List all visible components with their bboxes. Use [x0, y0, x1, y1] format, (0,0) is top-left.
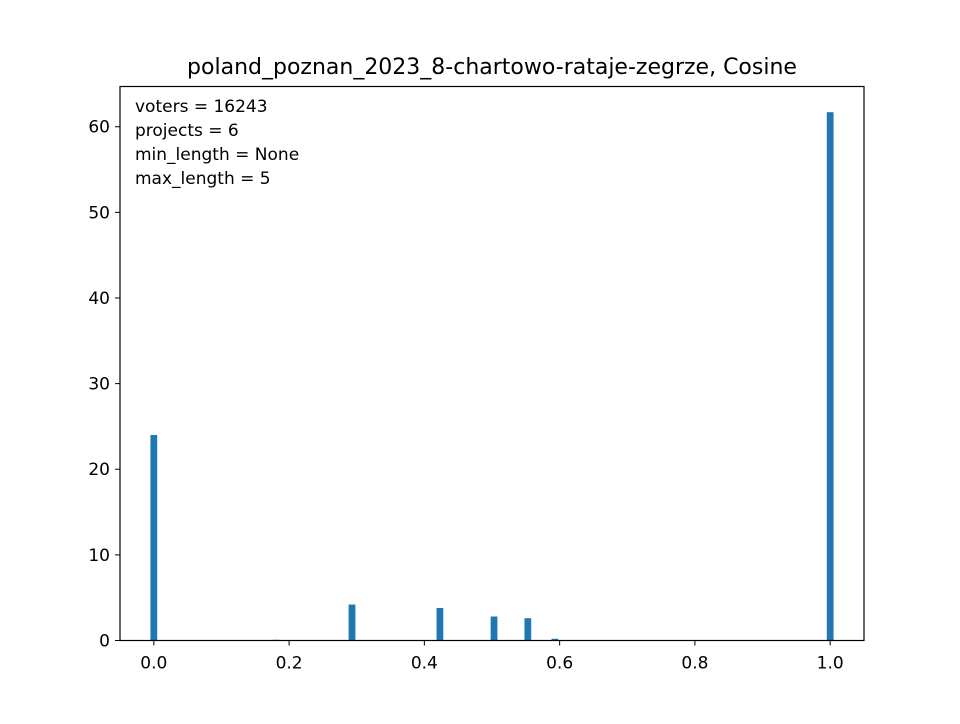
- histogram-bar: [524, 618, 531, 640]
- y-axis: 0 10 20 30 40 50 60: [88, 118, 120, 652]
- x-axis: 0.0 0.2 0.4 0.6 0.8 1.0: [140, 641, 843, 674]
- chart-title: poland_poznan_2023_8-chartowo-rataje-zeg…: [187, 55, 797, 80]
- annotation-line: min_length = None: [135, 145, 299, 165]
- annotation-line: max_length = 5: [135, 169, 271, 189]
- y-tick-label: 40: [88, 289, 110, 309]
- y-tick-label: 30: [88, 375, 110, 395]
- x-tick-label: 0.8: [681, 654, 708, 674]
- x-tick-label: 0.2: [276, 654, 303, 674]
- y-tick-label: 10: [88, 546, 110, 566]
- x-tick-label: 0.0: [140, 654, 167, 674]
- x-tick-label: 0.4: [411, 654, 438, 674]
- y-tick-label: 60: [88, 118, 110, 138]
- histogram-bar: [491, 617, 498, 641]
- y-tick-label: 20: [88, 460, 110, 480]
- x-tick-label: 0.6: [546, 654, 573, 674]
- y-tick-label: 50: [88, 203, 110, 223]
- histogram-bar: [349, 605, 356, 641]
- bars-layer: [150, 112, 833, 640]
- x-tick-label: 1.0: [817, 654, 844, 674]
- histogram-bar: [150, 435, 157, 641]
- histogram-bar: [437, 608, 444, 641]
- y-tick-label: 0: [99, 632, 110, 652]
- annotation-line: voters = 16243: [135, 97, 268, 117]
- annotation-line: projects = 6: [135, 121, 239, 141]
- histogram-bar: [827, 112, 834, 640]
- stats-annotation: voters = 16243 projects = 6 min_length = N…: [135, 97, 299, 189]
